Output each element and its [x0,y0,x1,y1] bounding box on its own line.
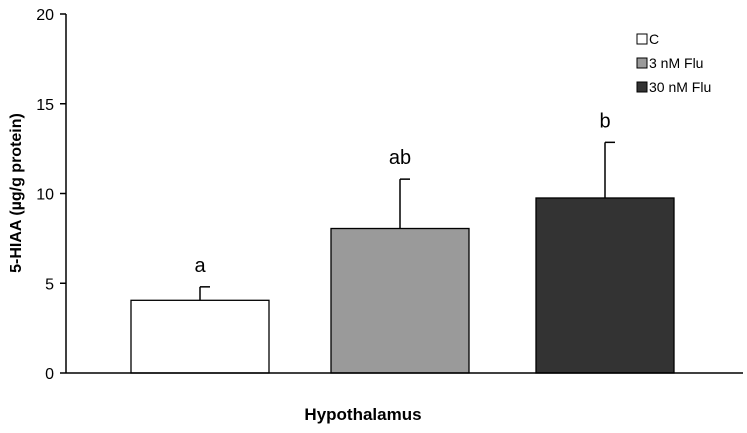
y-tick-label-1: 5 [45,276,54,293]
legend-swatch-2 [636,81,648,93]
significance-labels-group: a ab b [194,110,610,276]
legend-label-0: C [649,31,659,47]
legend-label-2: 30 nM Flu [649,79,711,95]
legend-swatch-0 [636,33,648,45]
significance-label-0: a [194,255,206,277]
legend: C 3 nM Flu 30 nM Flu [636,31,711,95]
bar-2 [535,197,675,374]
bars-group [130,197,675,374]
y-ticks-group: 0 5 10 15 20 [36,7,66,383]
y-axis-title: 5-HIAA (µg/g protein) [8,113,25,273]
significance-label-2: b [599,110,610,132]
x-axis-title: Hypothalamus [304,405,421,424]
error-bars-group [199,141,615,301]
y-tick-label-0: 0 [45,366,54,383]
significance-label-1: ab [389,147,411,169]
y-tick-label-4: 20 [36,7,54,24]
y-tick-label-3: 15 [36,97,54,114]
y-tick-label-2: 10 [36,187,54,204]
bar-1 [330,227,470,374]
legend-swatch-1 [636,57,648,69]
bar-0 [130,299,270,374]
legend-label-1: 3 nM Flu [649,55,703,71]
